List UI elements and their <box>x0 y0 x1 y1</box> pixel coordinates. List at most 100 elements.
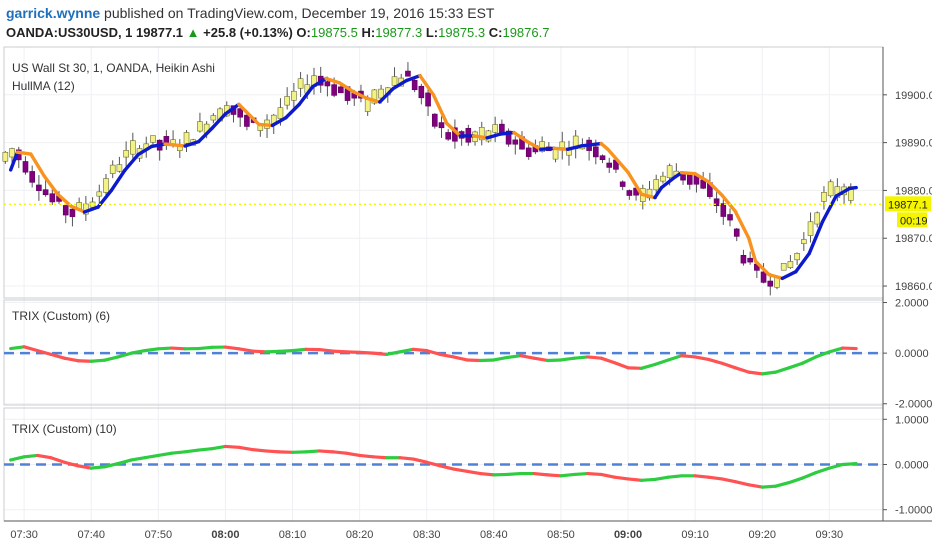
trix-falling-segment <box>628 479 641 480</box>
bull-candle <box>788 261 793 267</box>
chart-canvas[interactable]: 19900.019890.019880.019870.019860.02.000… <box>0 45 932 550</box>
trix-rising-segment <box>131 458 144 460</box>
trix-rising-segment <box>655 477 668 479</box>
bull-candle <box>795 253 800 259</box>
bear-candle <box>244 115 249 126</box>
trix-falling-segment <box>749 485 762 487</box>
trix-rising-segment <box>561 474 574 475</box>
trix-rising-segment <box>507 474 520 475</box>
trix-rising-segment <box>507 356 520 358</box>
trix-falling-segment <box>413 349 426 350</box>
bull-candle <box>10 149 15 157</box>
price-tick-label: 19890.0 <box>895 138 932 150</box>
bull-candle <box>278 108 283 119</box>
bull-candle <box>493 125 498 133</box>
trix-falling-segment <box>225 446 238 447</box>
low-label: L: <box>426 25 438 40</box>
bear-candle <box>768 281 773 286</box>
bull-candle <box>285 96 290 105</box>
hull-ma-rising-segment <box>849 188 856 189</box>
hull-ma-rising-segment <box>152 144 165 146</box>
symbol-name[interactable]: OANDA:US30USD, 1 <box>6 25 132 40</box>
time-tick-label: 07:40 <box>77 529 105 541</box>
last-price-tag-label: 19877.1 <box>888 199 928 211</box>
trix-rising-segment <box>212 446 225 448</box>
bear-candle <box>70 209 75 217</box>
hull-ma-rising-segment <box>581 144 601 146</box>
bull-candle <box>110 165 115 173</box>
trix-falling-segment <box>360 352 373 353</box>
trix-falling-segment <box>78 361 91 362</box>
trix-rising-segment <box>145 349 158 351</box>
trix-rising-segment <box>266 351 279 352</box>
time-tick-label: 08:30 <box>413 529 441 541</box>
trix-falling-segment <box>266 451 279 452</box>
open-label: O: <box>296 25 310 40</box>
time-tick-label: 09:20 <box>748 529 776 541</box>
username-link[interactable]: garrick.wynne <box>6 5 100 21</box>
bull-candle <box>801 239 806 243</box>
trix-rising-segment <box>843 464 856 465</box>
trix-rising-segment <box>480 360 493 361</box>
bull-candle <box>553 149 558 159</box>
countdown-tag-label: 00:19 <box>900 215 928 227</box>
trix-falling-segment <box>709 477 722 479</box>
trix-falling-segment <box>360 455 373 456</box>
bear-candle <box>30 171 35 182</box>
time-tick-label: 07:30 <box>10 529 38 541</box>
bull-candle <box>828 182 833 196</box>
open-value: 19875.5 <box>311 25 358 40</box>
time-tick-label: 09:10 <box>681 529 709 541</box>
bull-candle <box>365 99 370 112</box>
trix-10-title: TRIX (Custom) (10) <box>12 422 117 436</box>
bear-candle <box>23 161 28 172</box>
trix-rising-segment <box>91 467 104 468</box>
trix-falling-segment <box>843 348 856 349</box>
trix-rising-segment <box>548 360 561 361</box>
time-tick-label: 08:40 <box>480 529 508 541</box>
trix-falling-segment <box>346 352 359 353</box>
bull-candle <box>821 192 826 201</box>
time-tick-label: 08:00 <box>211 529 239 541</box>
bear-candle <box>238 109 243 118</box>
time-tick-label: 08:10 <box>279 529 307 541</box>
bear-candle <box>412 80 417 89</box>
trix-rising-segment <box>11 347 24 349</box>
bear-candle <box>325 82 330 86</box>
bear-candle <box>446 132 451 139</box>
trix-falling-segment <box>467 471 480 473</box>
price-tick-label: 19900.0 <box>895 90 932 102</box>
time-tick-label: 09:00 <box>614 529 642 541</box>
hull-ma-label: HullMA (12) <box>12 79 75 93</box>
bear-candle <box>513 140 518 144</box>
price-tick-label: 1.0000 <box>895 414 929 426</box>
bull-candle <box>392 77 397 86</box>
high-value: 19877.3 <box>375 25 422 40</box>
trix-rising-segment <box>199 449 212 450</box>
hull-ma-falling-segment <box>165 144 185 146</box>
trix-falling-segment <box>239 349 252 351</box>
trix-falling-segment <box>333 351 346 352</box>
trix-rising-segment <box>574 357 587 358</box>
price-tick-label: 0.0000 <box>895 460 929 472</box>
bear-candle <box>593 147 598 157</box>
high-label: H: <box>362 25 376 40</box>
trix-rising-segment <box>668 476 681 477</box>
hull-ma-rising-segment <box>501 133 514 134</box>
time-tick-label: 09:30 <box>816 529 844 541</box>
bear-candle <box>36 185 41 191</box>
bear-candle <box>734 229 739 236</box>
trix-falling-segment <box>252 450 265 451</box>
trix-rising-segment <box>574 474 587 475</box>
close-value: 19876.7 <box>502 25 549 40</box>
bear-candle <box>620 182 625 187</box>
trix-rising-segment <box>641 479 654 480</box>
bull-candle <box>117 165 122 172</box>
bull-candle <box>184 133 189 144</box>
trix-falling-segment <box>467 360 480 361</box>
trix-falling-segment <box>749 372 762 374</box>
bull-candle <box>124 150 129 157</box>
trix-falling-segment <box>239 447 252 449</box>
bear-candle <box>526 148 531 157</box>
